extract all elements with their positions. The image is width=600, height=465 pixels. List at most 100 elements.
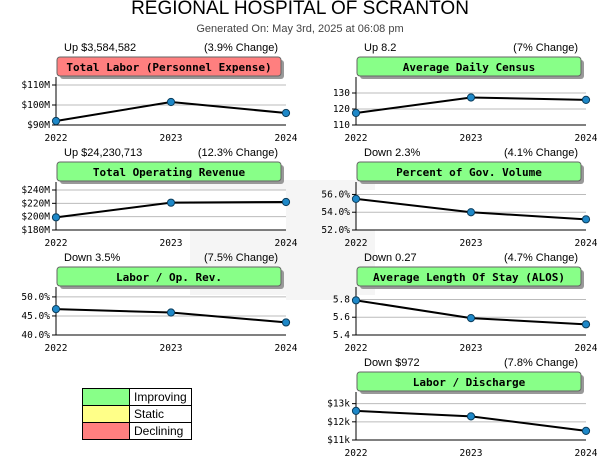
chart6-x-tick-label: 2022	[345, 343, 368, 354]
legend-swatch-static	[82, 405, 130, 423]
chart3-y-tick-label: $240M	[21, 185, 50, 196]
legend-item-improving: Improving	[82, 388, 192, 406]
chart2-y-tick-label: 120	[333, 104, 350, 115]
legend-label-improving: Improving	[129, 388, 192, 406]
chart3-plot-area	[56, 190, 286, 230]
chart7-y-tick-label: $13k	[327, 399, 350, 410]
legend-label-static: Static	[129, 405, 192, 423]
chart3-x-tick-label: 2024	[275, 238, 298, 249]
chart3-y-tick-label: $200M	[21, 212, 50, 223]
chart7-y-tick-label: $12k	[327, 417, 350, 428]
chart2-y-tick-label: 130	[333, 88, 350, 99]
chart3-change: (12.3% Change)	[198, 147, 278, 159]
chart3-y-tick-label: $220M	[21, 198, 50, 209]
chart7-y-tick-label: $11k	[327, 435, 350, 446]
chart1-title: Total Labor (Personnel Expense)	[66, 61, 271, 74]
chart5-y-tick-label: 50.0%	[21, 292, 50, 303]
chart1-x-tick-label: 2023	[160, 133, 183, 144]
chart2-change: (7% Change)	[513, 42, 578, 54]
chart4-y-tick-label: 52.0%	[321, 225, 350, 236]
chart4-x-tick-label: 2023	[460, 238, 483, 249]
chart1-summary: Up $3,584,582	[64, 42, 136, 54]
chart3-data-point	[281, 197, 291, 207]
chart5-x-tick-label: 2022	[45, 343, 68, 354]
chart5-x-tick-label: 2023	[160, 343, 183, 354]
chart4-title-banner	[356, 161, 582, 182]
chart2-x-tick-label: 2024	[575, 133, 598, 144]
chart2-summary: Up 8.2	[364, 42, 396, 54]
chart2-x-tick-label: 2023	[460, 133, 483, 144]
legend: Improving Static Declining	[82, 388, 192, 440]
chart4-data-point	[351, 194, 361, 203]
chart3-x-tick-label: 2022	[45, 238, 68, 249]
chart6-data-point	[581, 320, 591, 329]
chart4-summary: Down 2.3%	[364, 147, 420, 159]
chart4-y-tick-label: 56.0%	[321, 189, 350, 200]
legend-swatch-improving	[82, 388, 130, 406]
chart2-y-tick-label: 110	[333, 120, 350, 131]
chart5-data-point	[281, 318, 291, 327]
generated-timestamp: Generated On: May 3rd, 2025 at 06:08 pm	[196, 23, 404, 35]
chart6-data-point	[466, 314, 476, 323]
chart5-summary: Down 3.5%	[64, 252, 120, 264]
chart6-x-tick-label: 2023	[460, 343, 483, 354]
chart5-y-tick-label: 40.0%	[21, 330, 50, 341]
chart7-change: (7.8% Change)	[504, 357, 578, 369]
legend-swatch-declining	[82, 422, 130, 440]
chart6-y-tick-label: 5.4	[333, 330, 350, 341]
chart6-title: Average Length Of Stay (ALOS)	[373, 271, 565, 284]
chart3-summary: Up $24,230,713	[64, 147, 142, 159]
chart3-data-point	[51, 213, 61, 222]
chart2-x-tick-label: 2022	[345, 133, 368, 144]
chart2-data-point	[351, 108, 361, 118]
chart2-title: Average Daily Census	[403, 61, 535, 74]
chart3-title: Total Operating Revenue	[93, 166, 246, 179]
chart5-y-tick-label: 45.0%	[21, 311, 50, 322]
chart2-plot-area	[356, 85, 586, 125]
chart5-title: Labor / Op. Rev.	[116, 271, 222, 284]
chart7-summary: Down $972	[364, 357, 420, 369]
chart5-change: (7.5% Change)	[204, 252, 278, 264]
chart6-title-banner	[356, 266, 582, 287]
chart6-summary: Down 0.27	[364, 252, 417, 264]
chart2-data-point	[466, 93, 476, 102]
chart1-y-tick-label: $100M	[21, 100, 50, 111]
legend-item-declining: Declining	[82, 422, 192, 440]
chart5-data-point	[51, 304, 61, 314]
chart5-x-tick-label: 2024	[275, 343, 298, 354]
chart1-x-tick-label: 2022	[45, 133, 68, 144]
chart6-y-tick-label: 5.6	[333, 312, 350, 323]
chart1-change: (3.9% Change)	[204, 42, 278, 54]
chart1-data-point	[51, 116, 61, 126]
chart1-y-tick-label: $110M	[21, 80, 50, 91]
chart6-y-tick-label: 5.8	[333, 294, 350, 305]
chart6-change: (4.7% Change)	[504, 252, 578, 264]
chart5-title-banner	[56, 266, 282, 287]
chart1-x-tick-label: 2024	[275, 133, 298, 144]
chart4-change: (4.1% Change)	[504, 147, 578, 159]
chart4-data-point	[581, 215, 591, 224]
chart7-title: Labor / Discharge	[413, 376, 526, 389]
chart4-y-tick-label: 54.0%	[321, 207, 350, 218]
chart3-title-banner	[56, 161, 282, 182]
chart7-data-point	[351, 406, 361, 416]
chart4-title: Percent of Gov. Volume	[396, 166, 542, 179]
chart1-data-point	[166, 97, 176, 107]
chart2-title-banner	[356, 56, 582, 77]
chart3-y-tick-label: $180M	[21, 225, 50, 236]
chart7-data-point	[581, 426, 591, 436]
chart1-data-point	[281, 108, 291, 118]
chart7-data-point	[466, 412, 476, 421]
chart4-x-tick-label: 2022	[345, 238, 368, 249]
chart1-title-banner	[56, 56, 282, 77]
chart3-data-point	[166, 198, 176, 207]
legend-item-static: Static	[82, 405, 192, 423]
chart7-title-banner	[356, 371, 582, 392]
chart2-data-point	[581, 95, 591, 104]
chart4-x-tick-label: 2024	[575, 238, 598, 249]
chart3-x-tick-label: 2023	[160, 238, 183, 249]
report-title: REGIONAL HOSPITAL OF SCRANTON	[131, 0, 469, 19]
chart5-data-point	[166, 308, 176, 317]
chart6-x-tick-label: 2024	[575, 343, 598, 354]
